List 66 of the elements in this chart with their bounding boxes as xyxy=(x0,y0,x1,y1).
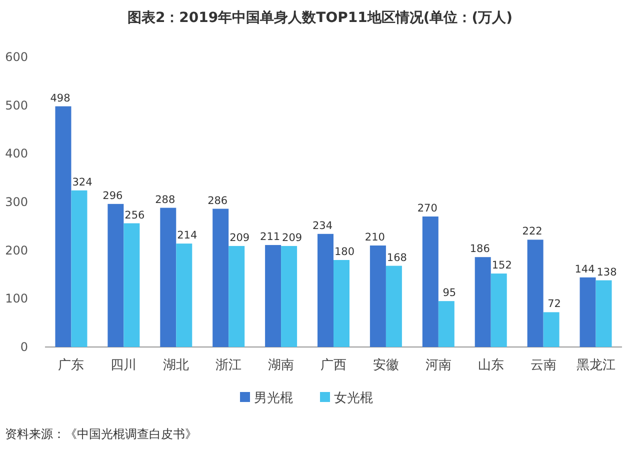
data-label: 270 xyxy=(417,202,438,214)
bar xyxy=(124,223,140,347)
data-label: 138 xyxy=(596,266,617,278)
bar xyxy=(438,301,454,347)
x-tick-label: 湖北 xyxy=(163,358,190,373)
data-label: 288 xyxy=(155,194,176,206)
data-label: 210 xyxy=(364,232,385,244)
bar xyxy=(527,240,544,347)
bar xyxy=(580,277,596,347)
legend-label: 男光棍 xyxy=(254,391,293,406)
data-label: 296 xyxy=(102,190,124,202)
data-label: 256 xyxy=(124,209,146,222)
data-label: 152 xyxy=(492,260,512,272)
bar xyxy=(422,216,438,347)
data-label: 214 xyxy=(177,230,198,242)
data-label: 324 xyxy=(72,176,93,188)
bar xyxy=(108,204,124,347)
data-label: 286 xyxy=(208,194,228,207)
data-label: 209 xyxy=(230,232,250,244)
x-tick-label: 广西 xyxy=(320,358,346,373)
data-label: 498 xyxy=(50,92,70,104)
bar xyxy=(265,245,282,347)
bar xyxy=(596,280,612,347)
data-label: 144 xyxy=(574,263,596,276)
bar xyxy=(543,312,560,347)
data-label: 72 xyxy=(548,298,562,310)
bar xyxy=(176,244,192,347)
data-label: 211 xyxy=(260,231,280,244)
x-tick-label: 浙江 xyxy=(216,358,242,373)
bar xyxy=(318,234,334,347)
y-tick-label: 600 xyxy=(5,50,28,64)
bar xyxy=(55,106,72,347)
x-tick-label: 河南 xyxy=(425,358,452,373)
bar xyxy=(490,274,507,347)
data-label: 95 xyxy=(442,287,456,300)
x-tick-label: 山东 xyxy=(478,358,504,373)
y-tick-label: 0 xyxy=(20,340,28,354)
x-tick-label: 黑龙江 xyxy=(576,358,616,373)
bar xyxy=(474,257,491,347)
bar xyxy=(281,246,298,347)
chart-title: 图表2：2019年中国单身人数TOP11地区情况(单位：(万人) xyxy=(127,10,513,26)
data-label: 209 xyxy=(282,232,302,244)
data-label: 234 xyxy=(312,220,333,232)
y-tick-label: 200 xyxy=(5,243,28,258)
y-tick-label: 400 xyxy=(5,146,28,161)
legend-label: 女光棍 xyxy=(334,391,373,406)
bar xyxy=(370,246,386,347)
bar xyxy=(228,246,245,347)
y-tick-label: 100 xyxy=(5,292,28,306)
data-label: 186 xyxy=(470,243,490,256)
data-label: 222 xyxy=(522,226,542,238)
x-tick-label: 湖南 xyxy=(268,358,294,373)
y-tick-label: 300 xyxy=(5,195,28,209)
data-label: 180 xyxy=(334,246,355,258)
y-tick-label: 500 xyxy=(5,98,28,112)
bar xyxy=(334,260,350,347)
bar xyxy=(160,208,176,347)
x-tick-label: 广东 xyxy=(58,358,84,373)
bar xyxy=(71,190,88,347)
bar xyxy=(212,208,229,347)
x-tick-label: 云南 xyxy=(530,358,556,373)
data-label: 168 xyxy=(386,252,407,264)
bar xyxy=(386,266,402,347)
x-tick-label: 四川 xyxy=(110,358,137,373)
text: 资料来源：《中国光棍调查白皮书》 xyxy=(5,427,197,441)
x-tick-label: 安徽 xyxy=(372,357,399,373)
